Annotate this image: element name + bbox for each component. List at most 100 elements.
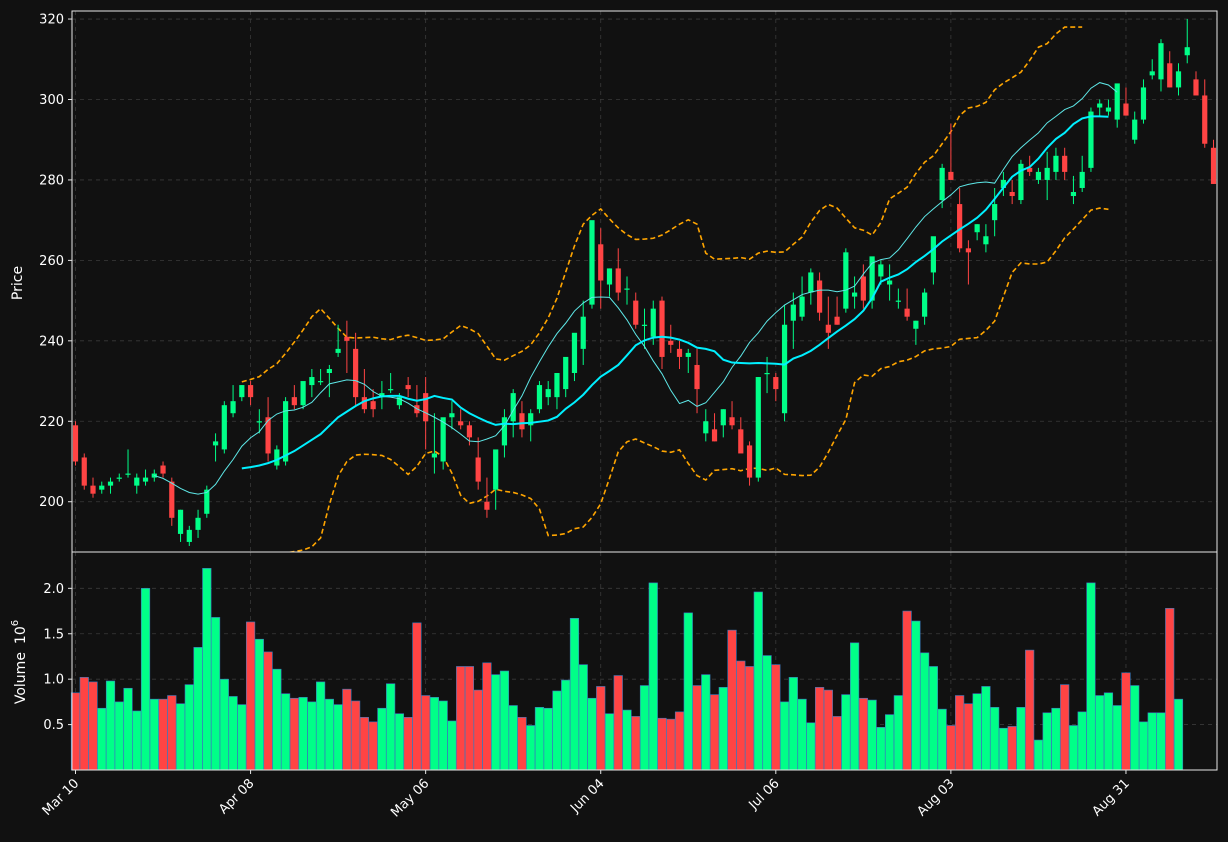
candle — [580, 300, 586, 365]
candle — [825, 296, 831, 349]
candle — [195, 509, 201, 538]
candle-body — [913, 320, 919, 329]
volume-bar — [972, 693, 982, 771]
candle — [1123, 87, 1129, 116]
volume-bar — [814, 687, 825, 771]
volume-bar — [193, 647, 203, 771]
volume-bar — [622, 709, 632, 771]
volume-bar — [464, 666, 475, 771]
volume-bar — [893, 695, 903, 771]
candle-body — [1062, 155, 1068, 172]
candle — [1062, 147, 1068, 180]
candle — [256, 409, 262, 434]
candle — [904, 288, 910, 321]
candle — [370, 389, 376, 418]
candle-body — [475, 457, 481, 482]
candle-body — [388, 389, 394, 391]
volume-bar — [386, 683, 396, 771]
volume-y-ticks: 0.5 1.0 1.5 2.0 — [43, 582, 72, 733]
candle — [475, 437, 481, 490]
candle — [755, 377, 761, 482]
x-tick-label: Aug 31 — [1090, 776, 1133, 819]
candle — [1140, 79, 1147, 124]
candle — [711, 413, 718, 442]
candle-body — [116, 477, 122, 479]
volume-bar — [88, 681, 98, 771]
volume-bar — [552, 690, 562, 771]
volume-bar — [885, 714, 895, 771]
candle-body — [134, 477, 140, 486]
x-tick-label: Mar 10 — [40, 776, 83, 819]
candle — [107, 477, 114, 494]
candle — [519, 401, 525, 438]
candle — [887, 264, 893, 301]
volume-bar — [578, 664, 588, 771]
candle-body — [1105, 107, 1112, 112]
candle — [834, 296, 840, 325]
candle-body — [335, 348, 341, 353]
x-tick-label: Jun 04 — [567, 776, 607, 816]
candle-body — [895, 300, 901, 302]
candle-body — [72, 425, 79, 462]
candle — [545, 381, 551, 406]
candle-body — [799, 296, 805, 317]
candle-body — [738, 429, 744, 454]
candle — [309, 368, 315, 398]
candle — [458, 409, 464, 430]
candle — [659, 296, 665, 369]
candle — [1035, 167, 1042, 184]
volume-bar — [797, 698, 807, 771]
candle-body — [764, 373, 770, 375]
volume-bar — [438, 700, 448, 771]
candle-body — [160, 465, 166, 474]
volume-bar — [263, 651, 273, 771]
candle-body — [405, 385, 411, 390]
candle-body — [1149, 71, 1155, 76]
candle — [160, 461, 166, 478]
volume-bar — [701, 674, 711, 771]
volume-bar — [1042, 712, 1052, 771]
candle-body — [930, 236, 936, 273]
x-tick-label: Apr 08 — [216, 776, 257, 817]
volume-bar — [79, 677, 89, 771]
candle-body — [1140, 87, 1147, 120]
volume-bar — [1077, 711, 1087, 771]
candle — [1175, 63, 1182, 96]
volume-bar — [1112, 705, 1122, 771]
candle — [291, 385, 297, 410]
candle — [484, 477, 490, 518]
candle-body — [580, 316, 586, 349]
candle — [204, 485, 210, 518]
candle-body — [318, 381, 324, 383]
volume-bar — [403, 717, 413, 771]
volume-y-tick-label: 1.5 — [43, 627, 64, 642]
volume-axis-label: Volume 106 — [10, 620, 29, 704]
volume-bar — [1156, 712, 1166, 771]
candle — [1193, 71, 1199, 96]
volume-bar — [920, 652, 930, 771]
candle-body — [1009, 192, 1015, 197]
candle-body — [790, 304, 796, 321]
candle-body — [493, 449, 499, 490]
candle — [326, 364, 332, 398]
candle — [790, 292, 796, 349]
volume-bar — [394, 713, 404, 771]
candle-body — [1184, 47, 1190, 56]
candle-body — [274, 449, 280, 466]
candle — [221, 401, 227, 454]
candle-body — [256, 421, 262, 423]
candle-body — [825, 324, 831, 333]
candle — [816, 272, 823, 321]
candle — [1053, 147, 1059, 180]
candle — [1018, 159, 1024, 205]
candle — [615, 248, 621, 301]
candle — [738, 417, 744, 454]
candle — [81, 453, 87, 490]
candle-body — [904, 308, 910, 317]
candle-body — [536, 385, 543, 410]
candle — [773, 373, 779, 402]
price-y-tick-label: 240 — [39, 334, 64, 349]
x-ticks: Mar 10 Apr 08 May 06 Jun 04 Jul 06 Aug 03 Aug … — [40, 770, 1133, 820]
candle-body — [545, 389, 551, 398]
volume-bar — [184, 684, 194, 771]
